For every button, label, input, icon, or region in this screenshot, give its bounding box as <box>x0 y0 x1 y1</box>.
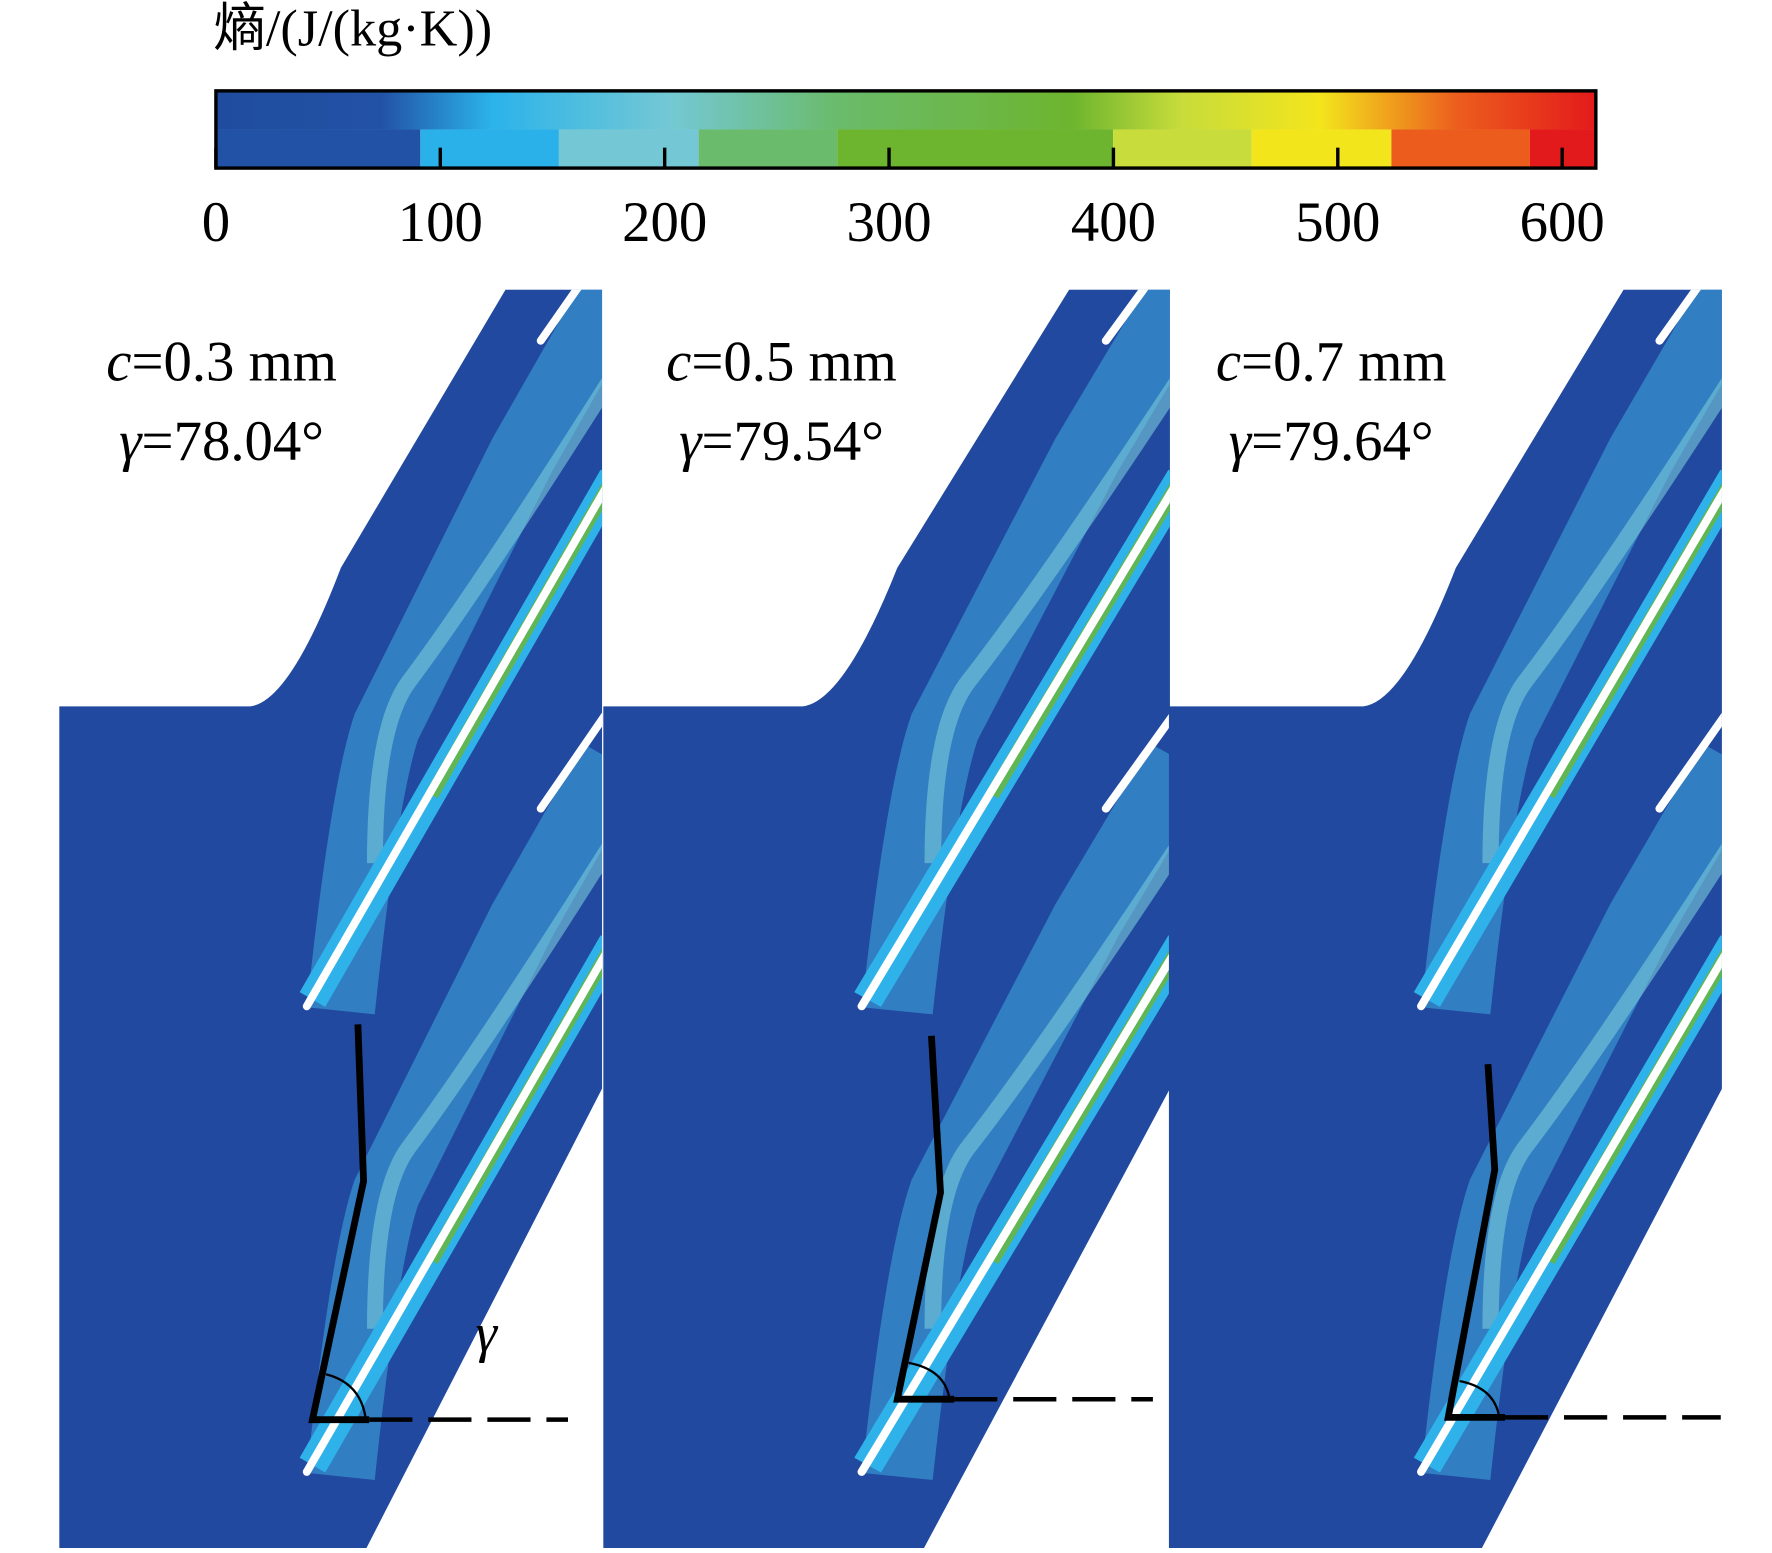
angle-arc <box>908 1361 951 1400</box>
panel-angle: γ=79.54° <box>679 410 884 473</box>
blade <box>536 289 582 345</box>
colorbar-band <box>1113 129 1252 169</box>
contour-field <box>59 289 603 1553</box>
contour-field <box>603 289 1170 1553</box>
contour-panel <box>603 289 1170 1553</box>
angle-arc <box>325 1373 367 1420</box>
blade <box>1417 952 1722 1476</box>
colorbar-band <box>698 129 838 169</box>
wake-core <box>924 843 1170 1329</box>
panel-clearance: c=0.5 mm <box>666 330 897 393</box>
blade <box>857 486 1170 1011</box>
colorbar-tick-label: 0 <box>202 191 230 254</box>
blade <box>302 486 603 1011</box>
colorbar-tick-label: 600 <box>1520 191 1605 254</box>
colorbar-tick-label: 400 <box>1071 191 1156 254</box>
colorbar-band <box>1391 129 1530 169</box>
panel-clearance: c=0.3 mm <box>106 330 337 393</box>
panel-angle: γ=79.64° <box>1229 410 1434 473</box>
colorbar-title: 熵/(J/(kg·K)) <box>214 0 493 57</box>
angle-symbol: γ <box>475 1303 498 1364</box>
blade <box>1101 289 1149 345</box>
colorbar-band <box>558 129 699 169</box>
stagger-line <box>1444 1063 1505 1421</box>
panel-angle: γ=78.04° <box>119 410 324 473</box>
colorbar-band <box>1251 129 1392 169</box>
colorbar-frame <box>214 89 1598 170</box>
wake-core <box>924 377 1170 864</box>
colorbar-gradient <box>215 90 1596 130</box>
blade <box>302 952 603 1476</box>
stagger-line <box>308 1024 370 1424</box>
blade <box>536 712 603 813</box>
wake-core <box>1482 378 1722 864</box>
blade <box>1417 486 1722 1011</box>
wake-core <box>366 377 603 864</box>
colorbar-band <box>420 129 559 169</box>
blade <box>1655 712 1722 813</box>
colorbar-tick-label: 200 <box>622 191 707 254</box>
colorbar-tick-label: 500 <box>1295 191 1380 254</box>
colorbar-band <box>215 129 421 169</box>
colorbar-tick-label: 100 <box>398 191 483 254</box>
contour-panel <box>59 289 603 1553</box>
blade <box>1655 289 1701 345</box>
stagger-line <box>893 1035 955 1403</box>
blade <box>1101 712 1170 813</box>
colorbar-tick-label: 300 <box>846 191 931 254</box>
angle-arc <box>1459 1379 1501 1418</box>
contour-panel <box>1168 289 1722 1553</box>
angle-annotations <box>308 1024 1721 1424</box>
blade <box>857 952 1170 1476</box>
panel-clearance: c=0.7 mm <box>1216 330 1447 393</box>
contour-field <box>1168 289 1722 1553</box>
wake-core <box>366 843 603 1329</box>
panels <box>59 289 1722 1553</box>
colorbar-band <box>837 129 1114 169</box>
colorbar <box>214 89 1598 170</box>
wake-core <box>1482 843 1722 1329</box>
